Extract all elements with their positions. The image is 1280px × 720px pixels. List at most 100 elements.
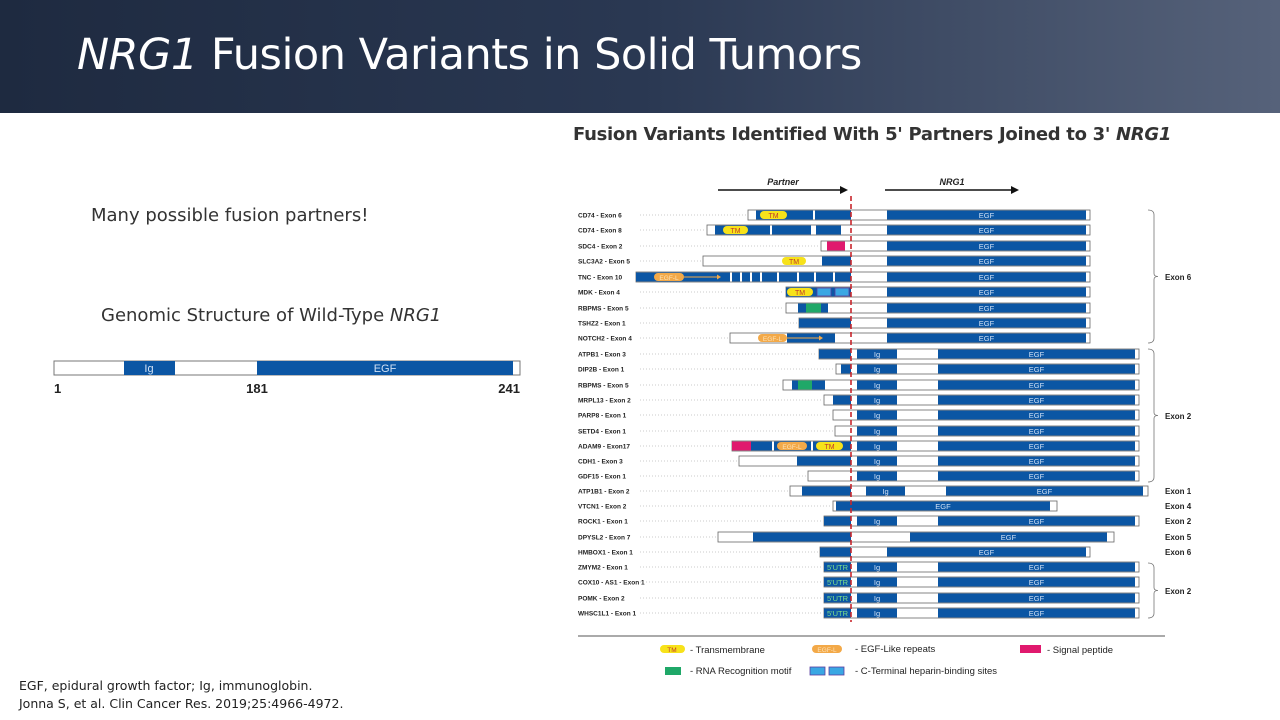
ig-domain bbox=[857, 562, 897, 572]
exon-separator bbox=[740, 272, 742, 282]
exon-separator bbox=[777, 272, 779, 282]
tm-label: TM bbox=[795, 290, 805, 297]
page-title: NRG1 Fusion Variants in Solid Tumors bbox=[77, 30, 862, 80]
exon-separator bbox=[760, 272, 762, 282]
fusion-row-label: POMK - Exon 2 bbox=[578, 596, 625, 603]
fusion-row-label: WHSC1L1 - Exon 1 bbox=[578, 611, 637, 618]
fusion-row-label: SDC4 - Exon 2 bbox=[578, 244, 623, 251]
fusion-row-label: CD74 - Exon 6 bbox=[578, 213, 622, 220]
egf-label: EGF bbox=[1029, 442, 1045, 451]
fusion-row-label: DIP2B - Exon 1 bbox=[578, 367, 625, 374]
egf-domain bbox=[887, 272, 1086, 282]
egf-label: EGF bbox=[1029, 365, 1045, 374]
utr-label: 5'UTR bbox=[827, 563, 849, 572]
fusion-row-label: ROCK1 - Exon 1 bbox=[578, 519, 628, 526]
egf-label: EGF bbox=[979, 288, 995, 297]
signal-peptide bbox=[827, 241, 845, 251]
wt-tick-label: 181 bbox=[246, 381, 268, 396]
ig-label: Ig bbox=[874, 427, 880, 436]
wt-egf-label: EGF bbox=[374, 363, 397, 375]
partner-domain bbox=[753, 532, 851, 542]
tm-label: TM bbox=[730, 228, 740, 235]
egf-label: EGF bbox=[979, 548, 995, 557]
fusion-row-label: SLC3A2 - Exon 5 bbox=[578, 259, 630, 266]
egf-domain bbox=[938, 608, 1135, 618]
egf-domain bbox=[938, 349, 1135, 359]
bracket bbox=[1147, 348, 1159, 483]
egf-label: EGF bbox=[979, 304, 995, 313]
egf-like-arrowhead bbox=[819, 335, 823, 341]
ig-label: Ig bbox=[874, 396, 880, 405]
legend-signal-swatch bbox=[1020, 645, 1041, 653]
egf-label: EGF bbox=[1029, 517, 1045, 526]
egfl-label: EGF-L bbox=[659, 275, 679, 282]
fusion-row-label: PARP8 - Exon 1 bbox=[578, 413, 627, 420]
ig-label: Ig bbox=[874, 517, 880, 526]
partner-domain bbox=[822, 256, 851, 266]
fusion-row-label: MRPL13 - Exon 2 bbox=[578, 398, 631, 405]
footnote-citation: Jonna S, et al. Clin Cancer Res. 2019;25… bbox=[19, 696, 344, 711]
ig-label: Ig bbox=[874, 381, 880, 390]
egf-domain bbox=[938, 577, 1135, 587]
transmembrane-domain bbox=[782, 257, 806, 265]
wt-ig-label: Ig bbox=[144, 363, 153, 375]
wt-tick-label: 241 bbox=[498, 381, 520, 396]
exon-group-label: Exon 6 bbox=[1165, 548, 1192, 557]
egf-like-repeat bbox=[654, 273, 684, 281]
egf-label: EGF bbox=[979, 211, 995, 220]
partner-domain bbox=[799, 318, 851, 328]
ig-label: Ig bbox=[874, 594, 880, 603]
ig-label: Ig bbox=[874, 563, 880, 572]
genomic-title-text: Genomic Structure of Wild-Type bbox=[101, 305, 390, 326]
egfl-label: EGF-L bbox=[782, 444, 802, 451]
ig-domain bbox=[857, 395, 897, 405]
egf-label: EGF bbox=[1029, 594, 1045, 603]
callout-text: Many possible fusion partners! bbox=[91, 205, 369, 226]
wt-tick-label: 1 bbox=[54, 381, 61, 396]
title-gene: NRG1 bbox=[77, 30, 198, 80]
partner-domain bbox=[802, 486, 851, 496]
egf-label: EGF bbox=[1029, 563, 1045, 572]
egf-domain bbox=[887, 333, 1086, 343]
egf-label: EGF bbox=[1029, 457, 1045, 466]
legend-egfl-swatch-text: EGF-L bbox=[817, 647, 837, 654]
legend-egf-like: - EGF-Like repeats bbox=[855, 644, 935, 655]
egf-like-repeat bbox=[777, 442, 807, 450]
egf-label: EGF bbox=[1029, 609, 1045, 618]
ig-domain bbox=[857, 364, 897, 374]
nrg1-arrowhead bbox=[1011, 186, 1019, 194]
exon-separator bbox=[814, 272, 816, 282]
egf-domain bbox=[887, 318, 1086, 328]
exon-separator bbox=[772, 441, 774, 451]
fusion-row-label: CDH1 - Exon 3 bbox=[578, 459, 623, 466]
legend-tm-swatch bbox=[660, 645, 685, 653]
egf-domain bbox=[938, 562, 1135, 572]
egf-label: EGF bbox=[1001, 533, 1017, 542]
utr-domain bbox=[824, 608, 851, 618]
transmembrane-domain bbox=[816, 442, 843, 450]
egf-label: EGF bbox=[1029, 396, 1045, 405]
wt-ig-domain bbox=[124, 361, 175, 375]
egf-domain bbox=[887, 241, 1086, 251]
partner-domain bbox=[841, 364, 851, 374]
title-text: Fusion Variants in Solid Tumors bbox=[197, 30, 862, 80]
fusion-row-label: CD74 - Exon 8 bbox=[578, 228, 622, 235]
heparin-binding-site bbox=[834, 287, 850, 297]
nrg1-label: NRG1 bbox=[939, 177, 964, 187]
fusion-row-label: HMBOX1 - Exon 1 bbox=[578, 550, 633, 557]
ig-domain bbox=[857, 349, 897, 359]
fusion-row-label: MDK - Exon 4 bbox=[578, 290, 620, 297]
egf-domain bbox=[887, 287, 1086, 297]
partner-domain bbox=[820, 547, 851, 557]
ig-label: Ig bbox=[882, 487, 888, 496]
bracket bbox=[1147, 562, 1159, 619]
rna-recognition-motif bbox=[806, 303, 821, 313]
fusion-row-label: TNC - Exon 10 bbox=[578, 275, 622, 282]
legend-heparin-swatch bbox=[809, 666, 826, 676]
utr-label: 5'UTR bbox=[827, 609, 849, 618]
partner-domain bbox=[715, 225, 841, 235]
exon-group-label: Exon 2 bbox=[1165, 587, 1192, 596]
fusion-row-label: ATP1B1 - Exon 2 bbox=[578, 489, 630, 496]
tm-label: TM bbox=[789, 259, 799, 266]
ig-domain bbox=[857, 426, 897, 436]
